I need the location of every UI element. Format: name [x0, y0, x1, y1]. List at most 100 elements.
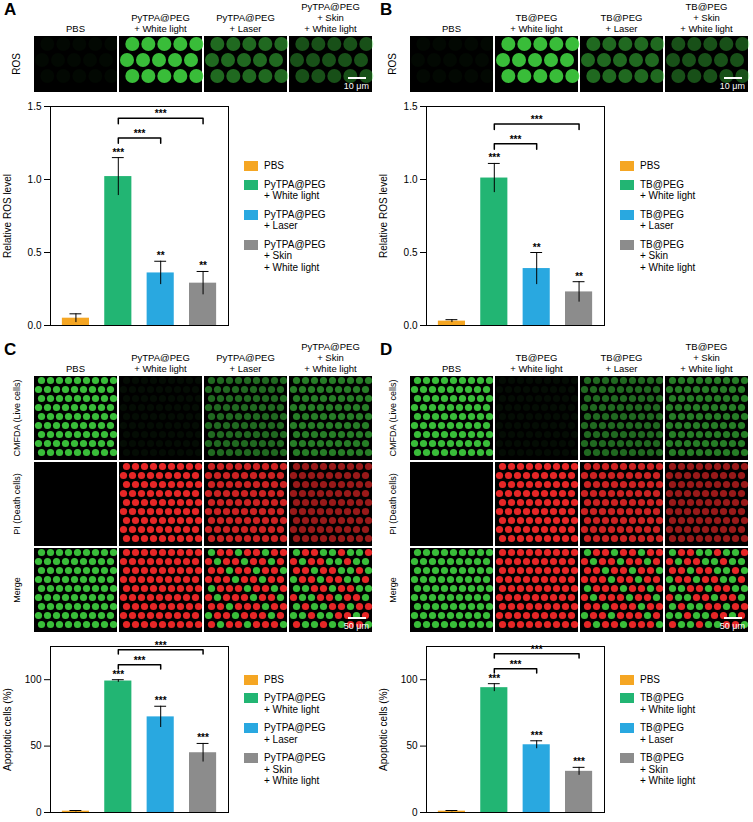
svg-text:0.5: 0.5	[28, 247, 42, 258]
html-text:+ White light: + White light	[264, 261, 320, 273]
svg-text:***: ***	[134, 655, 146, 666]
html-text:PyTPA@PEG: PyTPA@PEG	[264, 208, 326, 220]
html-text:+ White light: + White light	[510, 23, 563, 34]
svg-text:50: 50	[406, 740, 418, 751]
html-text:+ Skin: + Skin	[264, 250, 293, 261]
svg-text:1.0: 1.0	[28, 174, 42, 185]
html-text:PyTPA@PEG: PyTPA@PEG	[216, 12, 275, 23]
svg-text:***: ***	[488, 673, 500, 684]
svg-text:***: ***	[112, 147, 124, 158]
svg-text:ROS: ROS	[387, 53, 398, 75]
html-text:+ White light: + White light	[680, 23, 733, 34]
svg-text:10 μm: 10 μm	[344, 81, 369, 91]
html-text:TB@PEG: TB@PEG	[640, 238, 685, 250]
svg-text:1.0: 1.0	[404, 174, 418, 185]
html-text:PyTPA@PEG: PyTPA@PEG	[301, 341, 360, 352]
html-text:PyTPA@PEG: PyTPA@PEG	[264, 238, 326, 250]
svg-text:1.5: 1.5	[404, 101, 418, 112]
html-text:+ Skin: + Skin	[640, 763, 669, 775]
svg-text:***: ***	[531, 114, 543, 125]
svg-text:***: ***	[510, 134, 522, 145]
svg-text:***: ***	[155, 695, 167, 706]
html-text:TB@PEG: TB@PEG	[685, 1, 728, 12]
svg-text:***: ***	[488, 152, 500, 163]
svg-text:50 μm: 50 μm	[720, 621, 745, 631]
html-text:PyTPA@PEG: PyTPA@PEG	[131, 352, 190, 363]
svg-text:***: ***	[112, 669, 124, 680]
html-text:A: A	[4, 0, 17, 19]
html-text:D: D	[380, 340, 393, 359]
svg-text:Relative ROS level: Relative ROS level	[378, 174, 389, 258]
svg-text:CMFDA (Live cells): CMFDA (Live cells)	[12, 379, 22, 456]
svg-text:0: 0	[36, 807, 42, 818]
html-text:PBS: PBS	[66, 363, 85, 374]
html-text:+ White light: + White light	[134, 363, 187, 374]
svg-text:Relative ROS level: Relative ROS level	[2, 174, 13, 258]
svg-text:**: **	[199, 260, 207, 271]
html-text:+ Laser: + Laser	[264, 733, 298, 745]
html-text:+ White light: + White light	[134, 23, 187, 34]
svg-text:***: ***	[573, 756, 585, 767]
html-text:+ White light: + White light	[264, 703, 320, 715]
svg-text:***: ***	[155, 108, 167, 119]
html-text:PBS: PBS	[66, 23, 85, 34]
html-text:+ Laser: + Laser	[605, 23, 638, 34]
html-text:PyTPA@PEG: PyTPA@PEG	[131, 12, 190, 23]
svg-text:0.0: 0.0	[404, 320, 418, 331]
svg-text:50: 50	[30, 740, 42, 751]
html-text:C: C	[4, 340, 17, 359]
html-text:PBS: PBS	[640, 160, 660, 171]
html-text:TB@PEG: TB@PEG	[640, 208, 685, 220]
svg-text:***: ***	[155, 640, 167, 651]
svg-text:***: ***	[134, 128, 146, 139]
html-text:PBS: PBS	[640, 673, 660, 685]
svg-text:100: 100	[25, 674, 42, 685]
svg-text:**: **	[533, 242, 541, 253]
html-text:+ Laser: + Laser	[229, 23, 262, 34]
html-text:+ White light: + White light	[640, 190, 696, 201]
svg-text:***: ***	[531, 644, 543, 655]
svg-text:1.5: 1.5	[28, 101, 42, 112]
html-text:PBS: PBS	[264, 673, 284, 685]
html-text:TB@PEG: TB@PEG	[600, 12, 643, 23]
html-text:TB@PEG: TB@PEG	[515, 12, 558, 23]
svg-text:PI (Death cells): PI (Death cells)	[12, 473, 22, 535]
html-text:PyTPA@PEG: PyTPA@PEG	[301, 1, 360, 12]
html-text:PBS: PBS	[264, 160, 284, 171]
svg-text:Apoptotic cells (%): Apoptotic cells (%)	[2, 688, 13, 771]
html-text:+ White light: + White light	[304, 23, 357, 34]
svg-text:CMFDA (Live cells): CMFDA (Live cells)	[388, 379, 398, 456]
html-text:+ Laser: + Laser	[229, 363, 262, 374]
svg-text:PI (Death cells): PI (Death cells)	[388, 473, 398, 535]
svg-text:**: **	[157, 250, 165, 261]
html-text:PyTPA@PEG: PyTPA@PEG	[264, 178, 326, 190]
html-text:+ White light: + White light	[640, 261, 696, 273]
svg-text:100: 100	[401, 674, 418, 685]
svg-text:10 μm: 10 μm	[720, 81, 745, 91]
svg-text:***: ***	[531, 730, 543, 741]
html-text:+ Skin: + Skin	[693, 12, 720, 23]
svg-text:0.0: 0.0	[28, 320, 42, 331]
html-text:+ Skin: + Skin	[264, 763, 293, 775]
html-text:TB@PEG: TB@PEG	[640, 178, 685, 190]
html-text:+ White light: + White light	[264, 190, 320, 201]
svg-text:50 μm: 50 μm	[344, 621, 369, 631]
html-text:+ Skin: + Skin	[640, 250, 669, 261]
html-text:+ Laser: + Laser	[640, 733, 674, 745]
html-text:+ White light: + White light	[640, 703, 696, 715]
svg-text:Merge: Merge	[12, 577, 22, 603]
html-text:B: B	[380, 0, 393, 19]
svg-text:0.5: 0.5	[404, 247, 418, 258]
html-text:+ Laser: + Laser	[264, 220, 298, 231]
svg-text:Apoptotic cells (%): Apoptotic cells (%)	[378, 688, 389, 771]
html-text:PyTPA@PEG: PyTPA@PEG	[216, 352, 275, 363]
svg-text:ROS: ROS	[11, 53, 22, 75]
html-text:+ Laser: + Laser	[640, 220, 674, 231]
html-text:+ Skin: + Skin	[317, 12, 344, 23]
svg-text:***: ***	[510, 659, 522, 670]
html-text:PBS: PBS	[442, 23, 461, 34]
svg-text:**: **	[575, 271, 583, 282]
svg-text:0: 0	[412, 807, 418, 818]
svg-text:Merge: Merge	[388, 577, 398, 603]
svg-text:***: ***	[197, 732, 209, 743]
